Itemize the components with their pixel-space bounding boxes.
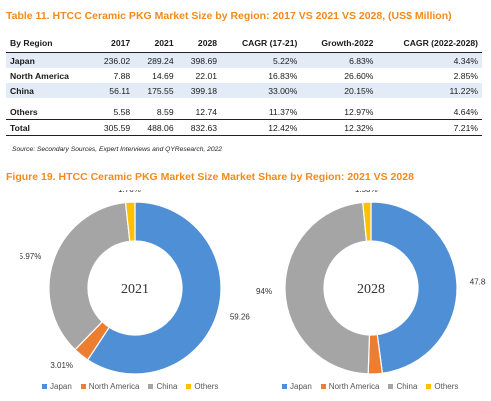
table-cell: 12.32%: [301, 119, 378, 136]
legend-label: Japan: [50, 382, 72, 391]
legend-swatch: [186, 384, 192, 389]
table-cell: 6.83%: [301, 52, 378, 68]
legend-item-north-america: North America: [320, 382, 380, 391]
legend-label: China: [156, 382, 178, 391]
legend-item-japan: Japan: [282, 382, 312, 391]
table-row-china: China 56.11 175.55 399.18 33.00% 20.15% …: [6, 83, 482, 98]
legend-2028: Japan North America China Others: [282, 382, 458, 391]
table-cell: 14.69: [152, 70, 174, 81]
legend-label: China: [396, 382, 418, 391]
table-cell: 11.22%: [377, 83, 482, 98]
table-row-others: Others 5.58 8.59 12.74 11.37% 12.97% 4.6…: [6, 104, 482, 120]
table-cell: 16.83%: [268, 70, 298, 81]
table-cell: 398.69: [177, 52, 222, 68]
slice-japan: [86, 201, 222, 375]
source-note: Source: Secondary Sources, Expert Interv…: [12, 146, 223, 153]
legend-label: North America: [88, 382, 140, 391]
table-cell: Others: [10, 106, 38, 117]
table-cell: 12.42%: [221, 119, 302, 136]
legend-item-others: Others: [186, 382, 218, 391]
data-label-others: 1.53%: [355, 190, 378, 194]
slice-others: [362, 201, 372, 242]
table-cell: 56.11: [90, 83, 135, 98]
table-cell: 7.88: [113, 70, 131, 81]
legend-item-japan: Japan: [42, 382, 72, 391]
table-cell: 7.21%: [377, 119, 482, 136]
center-label: 2021: [121, 282, 149, 297]
legend-2021: Japan North America China Others: [42, 382, 218, 391]
table-cell: China: [6, 83, 91, 98]
table-cell: 305.59: [90, 119, 135, 136]
table-cell: 2.85%: [453, 70, 478, 81]
table-cell: 12.97%: [344, 106, 374, 117]
legend-label: North America: [328, 382, 380, 391]
legend-swatch: [426, 384, 432, 389]
figure-caption: Figure 19. HTCC Ceramic PKG Market Size …: [6, 171, 414, 183]
data-label-others: 1.76%: [118, 190, 141, 194]
table-row-japan: Japan 236.02 289.24 398.69 5.22% 6.83% 4…: [6, 52, 482, 68]
table-cell: 4.34%: [377, 52, 482, 68]
header-cagr-17-21: CAGR (17-21): [221, 34, 302, 53]
legend-label: Japan: [290, 382, 312, 391]
table-header-row: By Region 2017 2021 2028 CAGR (17-21) Gr…: [6, 34, 482, 53]
table-cell: 175.55: [134, 83, 178, 98]
data-label-china: 35.97%: [20, 252, 41, 261]
table-cell: 832.63: [177, 119, 222, 136]
legend-swatch: [320, 384, 326, 389]
header-2017: 2017: [90, 34, 135, 53]
legend-swatch: [148, 384, 154, 389]
market-size-table: By Region 2017 2021 2028 CAGR (17-21) Gr…: [6, 34, 482, 136]
data-label-north-america: 3.01%: [50, 361, 73, 370]
center-label: 2028: [357, 282, 385, 297]
table-cell: 20.15%: [301, 83, 378, 98]
header-growth-2022: Growth-2022: [301, 34, 378, 53]
table-cell: 236.02: [90, 52, 135, 68]
table-cell: 5.22%: [221, 52, 302, 68]
data-label-japan: 59.26%: [230, 312, 250, 321]
table-row-total: Total 305.59 488.06 832.63 12.42% 12.32%…: [6, 119, 482, 136]
slice-china: [284, 201, 371, 375]
header-cagr-22-28: CAGR (2022-2028): [377, 34, 482, 53]
table-cell: 5.58: [113, 106, 131, 117]
legend-swatch: [282, 384, 287, 389]
table-cell: 11.37%: [268, 106, 298, 117]
legend-swatch: [80, 384, 86, 389]
donut-chart-2028: 47.88%2.64%47.94%1.53%2028: [256, 190, 486, 375]
legend-swatch: [42, 384, 47, 389]
legend-item-others: Others: [426, 382, 458, 391]
table-caption: Table 11. HTCC Ceramic PKG Market Size b…: [6, 10, 452, 22]
legend-item-china: China: [388, 382, 417, 391]
legend-item-china: China: [148, 382, 177, 391]
table-cell: 488.06: [134, 119, 178, 136]
data-label-japan: 47.88%: [470, 277, 486, 286]
table-cell: 22.01: [195, 70, 218, 81]
table-cell: 399.18: [177, 83, 222, 98]
table-cell: 12.74: [195, 106, 218, 117]
table-cell: 289.24: [134, 52, 178, 68]
table-cell: 4.64%: [453, 106, 478, 117]
legend-label: Others: [194, 382, 219, 391]
data-label-china: 47.94%: [256, 287, 272, 296]
table-cell: 8.59: [156, 106, 174, 117]
slice-others: [124, 201, 136, 242]
table-cell: Total: [6, 119, 91, 136]
slice-japan: [370, 201, 458, 374]
table-cell: Japan: [6, 52, 91, 68]
legend-label: Others: [434, 382, 459, 391]
table-cell: 26.60%: [344, 70, 374, 81]
table-row-north-america: North America 7.88 14.69 22.01 16.83% 26…: [6, 68, 482, 83]
donut-chart-2021: 59.26% 3.01% 35.97% 1.76% 2021: [20, 190, 250, 375]
table-cell: 33.00%: [221, 83, 302, 98]
table-cell: North America: [10, 70, 69, 81]
legend-item-north-america: North America: [80, 382, 140, 391]
slice-china: [48, 201, 131, 351]
header-2021: 2021: [134, 34, 178, 53]
header-2028: 2028: [177, 34, 222, 53]
legend-swatch: [388, 384, 394, 389]
header-region: By Region: [6, 34, 91, 53]
